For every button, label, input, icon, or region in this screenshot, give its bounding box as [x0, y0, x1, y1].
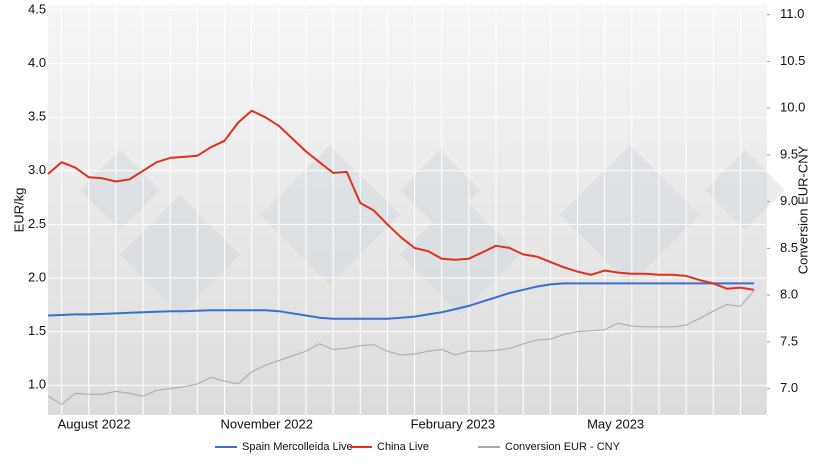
y-tick-label: 3.5: [28, 109, 46, 124]
y2-tick-label: 8.5: [780, 240, 798, 255]
y2-tick-label: 8.0: [780, 287, 798, 302]
y-tick-label: 2.5: [28, 216, 46, 231]
legend-label: Conversion EUR - CNY: [505, 441, 621, 453]
y-axis-title: EUR/kg: [11, 188, 26, 233]
y-tick-label: 1.5: [28, 323, 46, 338]
x-tick-label: February 2023: [411, 416, 496, 431]
y2-tick-label: 10.5: [780, 53, 805, 68]
x-tick-label: August 2022: [58, 416, 131, 431]
y2-tick-label: 7.0: [780, 380, 798, 395]
y-tick-label: 1.0: [28, 377, 46, 392]
watermark: [80, 145, 785, 315]
series-line: [47, 290, 755, 405]
plot-background: [48, 5, 767, 415]
y2-tick-label: 11.0: [780, 6, 804, 21]
legend-label: China Live: [377, 441, 429, 453]
series-line: [47, 282, 754, 320]
series-line: [47, 109, 755, 291]
y-tick-label: 4.5: [28, 1, 46, 16]
y2-axis-title: Conversion EUR-CNY: [795, 145, 810, 274]
y-tick-label: 3.0: [28, 162, 46, 177]
y2-tick-label: 9.0: [780, 193, 798, 208]
y-tick-label: 4.0: [28, 55, 46, 70]
y-tick-label: 2.0: [28, 269, 46, 284]
x-tick-label: November 2022: [221, 416, 314, 431]
y2-tick-label: 9.5: [780, 146, 798, 161]
y2-tick-label: 7.5: [780, 333, 798, 348]
x-tick-label: May 2023: [587, 416, 644, 431]
y2-tick-label: 10.0: [780, 100, 805, 115]
legend-label: Spain Mercolleida Live: [242, 441, 353, 453]
